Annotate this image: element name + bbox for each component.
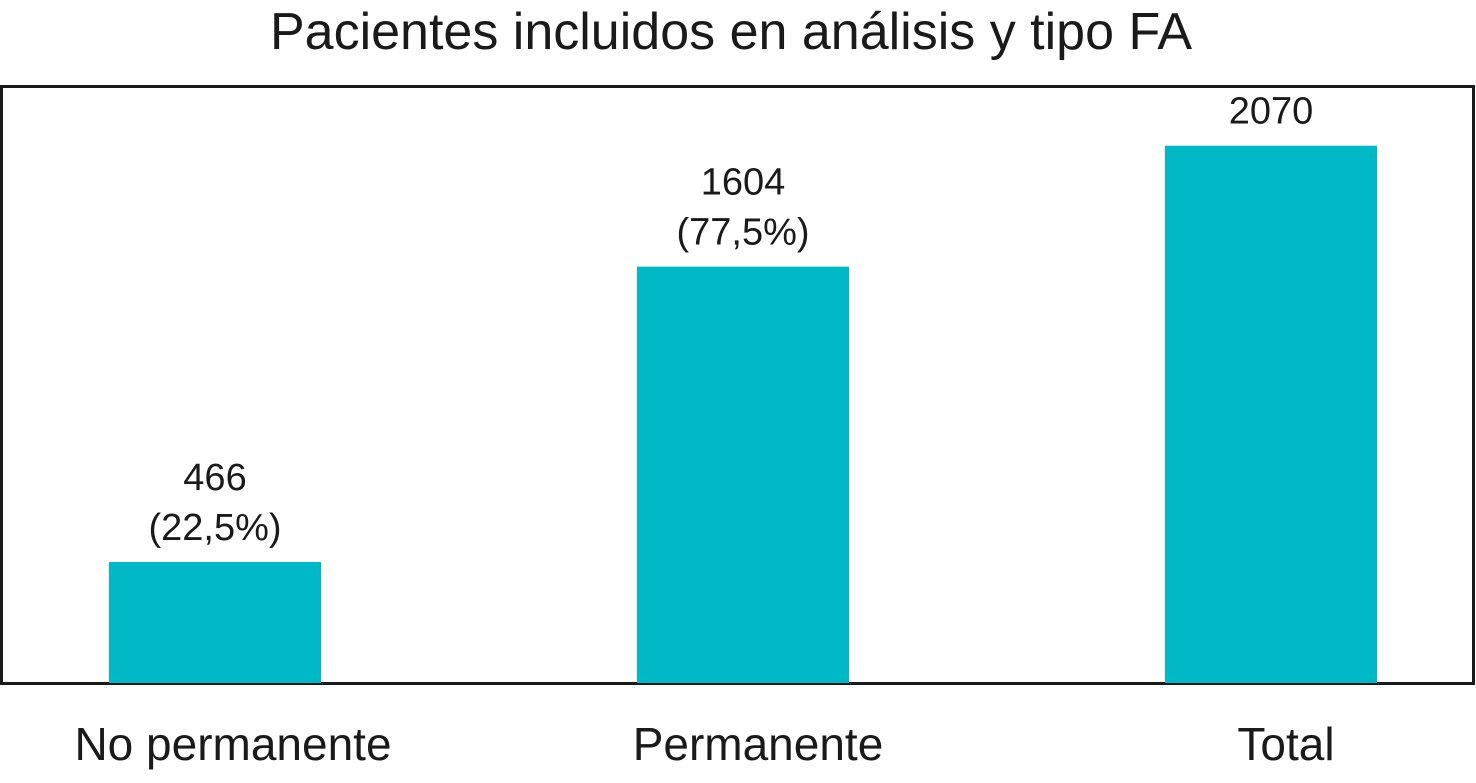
data-label-0-1: (22,5%) xyxy=(148,507,281,549)
bar-2 xyxy=(1165,145,1377,683)
data-label-1-0: 1604 xyxy=(701,162,786,204)
category-label-1: Permanente xyxy=(633,718,884,770)
bar-1 xyxy=(637,266,849,683)
data-label-1-1: (77,5%) xyxy=(676,212,809,254)
category-label-0: No permanente xyxy=(74,718,391,770)
chart-title: Pacientes incluidos en análisis y tipo F… xyxy=(269,3,1193,61)
data-label-0-0: 466 xyxy=(183,457,246,499)
category-label-2: Total xyxy=(1237,718,1334,770)
plot-frame xyxy=(0,85,1475,685)
data-label-2-0: 2070 xyxy=(1229,91,1314,133)
bar-0 xyxy=(109,562,321,683)
